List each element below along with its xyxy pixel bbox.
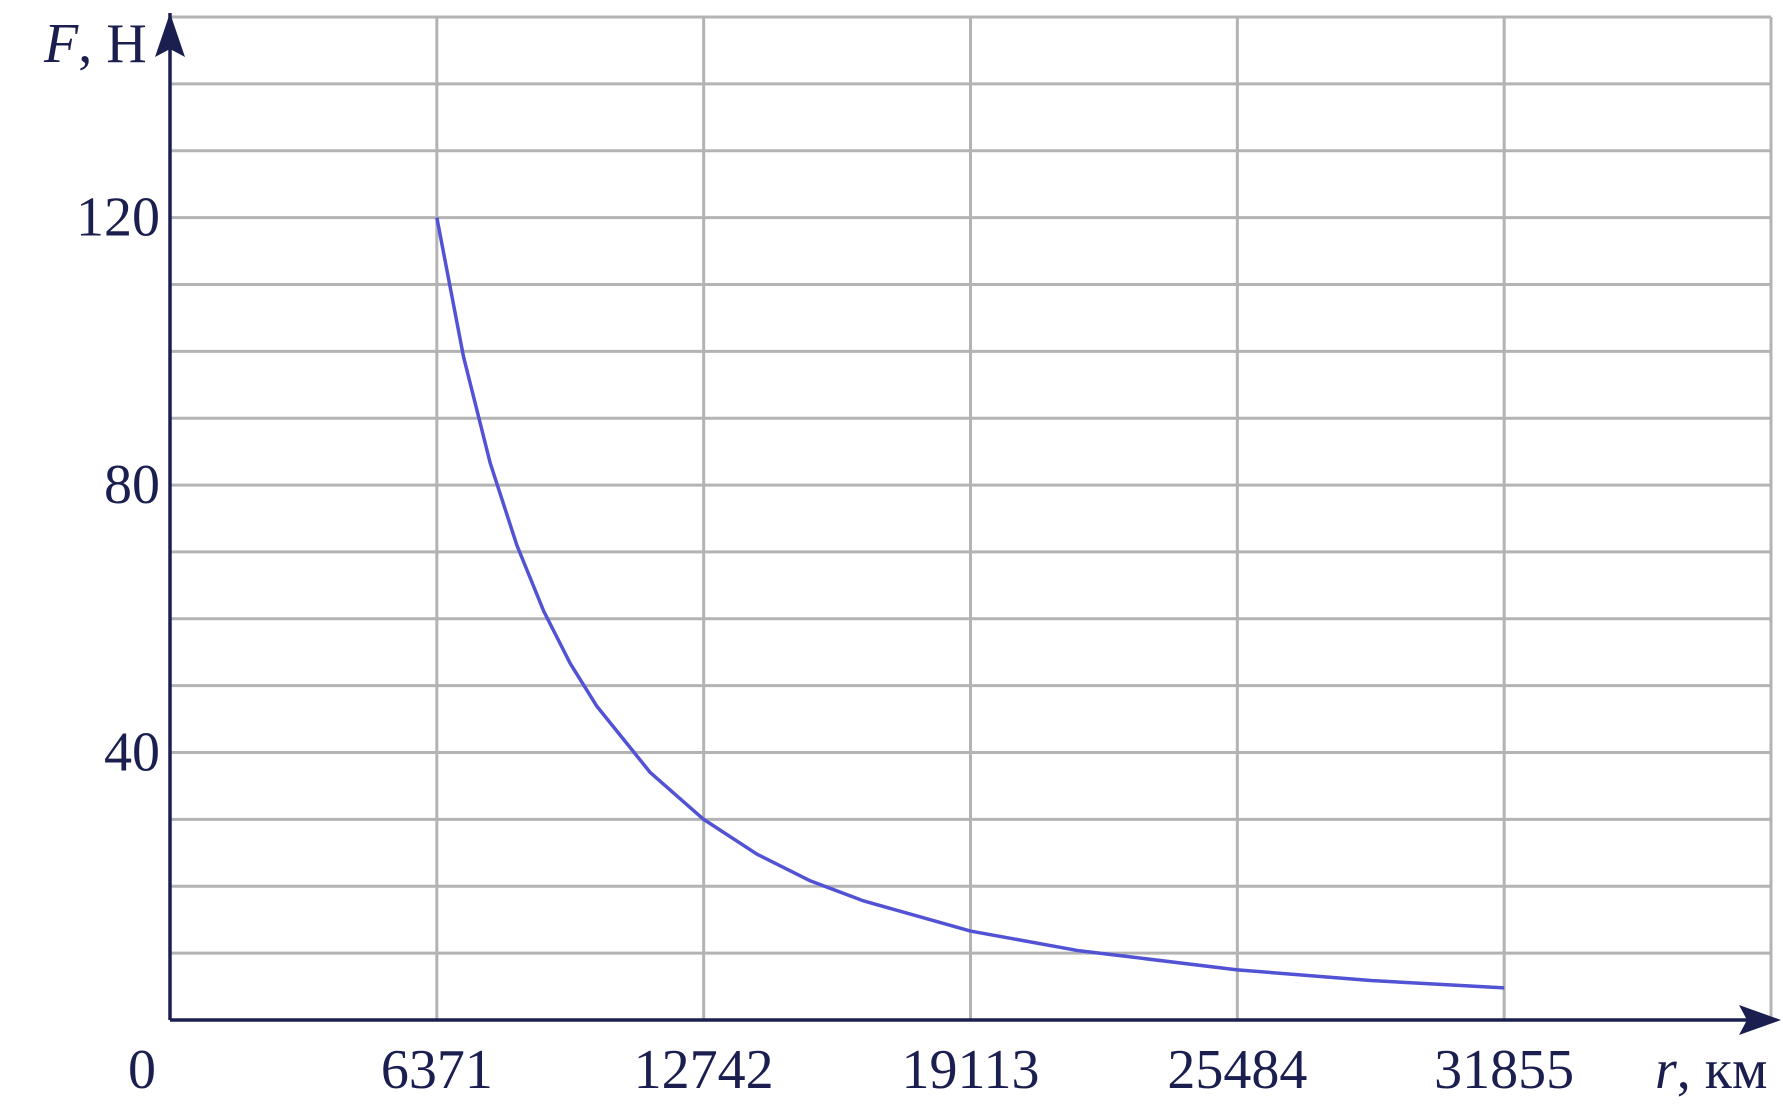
x-axis-label: r, км xyxy=(1655,1039,1767,1101)
data-line xyxy=(435,217,1505,990)
x-tick-label: 31855 xyxy=(1434,1039,1574,1101)
x-label-symbol: r xyxy=(1655,1039,1677,1101)
y-tick-label: 80 xyxy=(104,454,160,516)
x-tick-label: 6371 xyxy=(381,1039,493,1101)
y-axis-arrow xyxy=(155,13,185,57)
x-tick-label: 12742 xyxy=(634,1039,774,1101)
x-label-unit: , км xyxy=(1677,1039,1768,1101)
y-axis-label: F, Н xyxy=(43,13,147,75)
y-tick-label: 120 xyxy=(76,187,160,249)
y-tick-label: 40 xyxy=(104,722,160,784)
x-axis-arrow xyxy=(1739,1005,1781,1035)
x-tick-label: 25484 xyxy=(1167,1039,1307,1101)
x-tick-label: 19113 xyxy=(902,1039,1040,1101)
x-tick-label: 0 xyxy=(128,1039,156,1101)
y-label-symbol: F xyxy=(43,13,79,75)
y-label-unit: , Н xyxy=(78,13,146,75)
